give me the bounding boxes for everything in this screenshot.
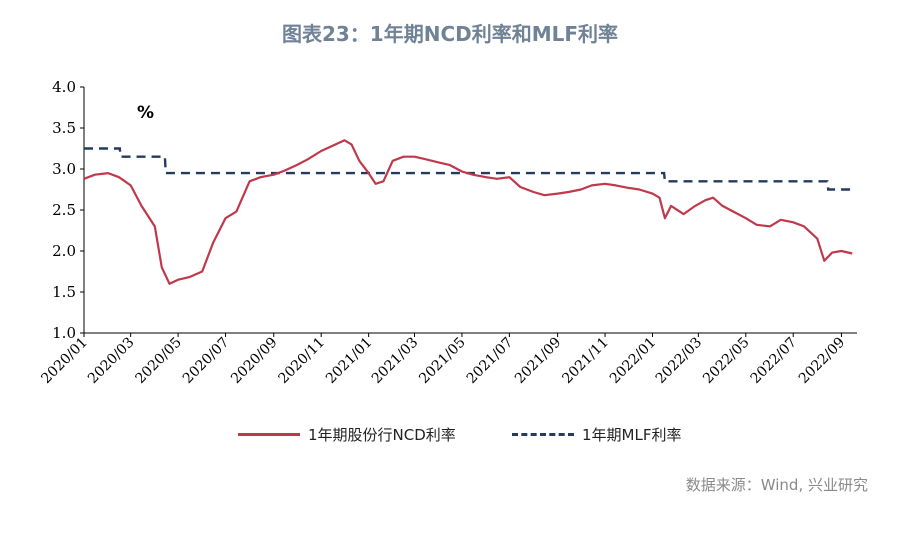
legend-swatch-mlf: [512, 433, 574, 436]
source-note: 数据来源：Wind, 兴业研究: [685, 476, 868, 494]
x-tick-label: 2022/09: [796, 335, 848, 387]
y-tick-label: 3.0: [52, 160, 76, 178]
legend-swatch-ncd: [238, 433, 300, 436]
legend-label-ncd: 1年期股份行NCD利率: [308, 426, 456, 444]
x-tick-label: 2020/09: [228, 335, 280, 387]
y-tick-label: 2.0: [52, 242, 76, 260]
y-tick-label: 4.0: [52, 78, 76, 96]
x-tick-label: 2021/05: [416, 335, 468, 387]
legend: 1年期股份行NCD利率 1年期MLF利率: [0, 424, 900, 450]
y-tick-label: 1.0: [52, 324, 76, 342]
y-tick-label: 3.5: [52, 119, 76, 137]
legend-label-mlf: 1年期MLF利率: [582, 426, 682, 444]
legend-item-mlf: 1年期MLF利率: [512, 424, 681, 445]
x-tick-label: 2021/11: [559, 335, 611, 387]
chart-title: 图表23：1年期NCD利率和MLF利率: [281, 22, 619, 46]
series-mlf-line: [84, 147, 853, 191]
x-tick-label: 2022/03: [653, 335, 705, 387]
x-tick-label: 2020/05: [132, 335, 184, 387]
x-tick-label: 2020/01: [38, 335, 90, 387]
x-tick-label: 2020/03: [85, 335, 137, 387]
legend-item-ncd: 1年期股份行NCD利率: [238, 424, 456, 445]
x-tick-label: 2021/09: [512, 335, 564, 387]
x-tick-label: 2021/07: [464, 335, 516, 387]
x-tick-label: 2021/03: [369, 335, 421, 387]
series-ncd-line: [83, 139, 853, 285]
y-tick-label: 2.5: [52, 201, 76, 219]
x-tick-label: 2022/01: [607, 335, 659, 387]
x-tick-label: 2020/11: [276, 335, 328, 387]
x-tick-label: 2021/01: [323, 335, 375, 387]
x-tick-label: 2022/05: [700, 335, 752, 387]
y-tick-label: 1.5: [52, 283, 76, 301]
x-tick-label: 2022/07: [748, 335, 800, 387]
x-tick-label: 2020/07: [180, 335, 232, 387]
unit-label: %: [137, 103, 154, 123]
